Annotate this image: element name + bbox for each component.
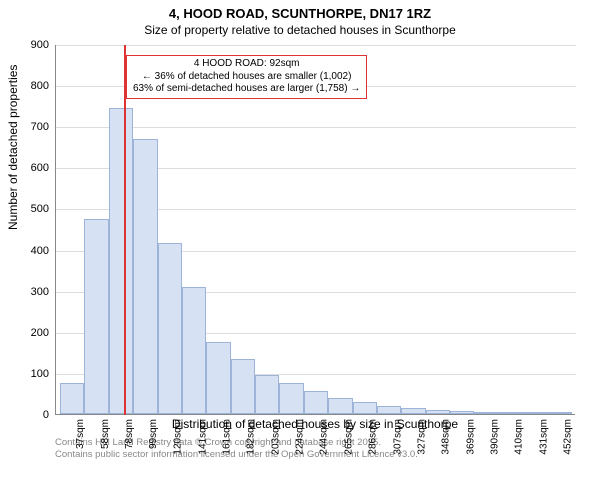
y-tick-label: 800 (9, 80, 49, 92)
chart-area: 4 HOOD ROAD: 92sqm ← 36% of detached hou… (55, 45, 575, 415)
x-tick-label: 452sqm (563, 419, 574, 455)
histogram-bar (304, 391, 328, 414)
x-tick-label: 78sqm (124, 419, 135, 449)
x-tick-label: 99sqm (148, 419, 159, 449)
histogram-bar (84, 219, 108, 414)
histogram-bar (182, 287, 206, 414)
y-tick-label: 300 (9, 286, 49, 298)
histogram-bar (474, 412, 498, 414)
annotation-box: 4 HOOD ROAD: 92sqm ← 36% of detached hou… (126, 55, 367, 99)
x-tick-label: 431sqm (538, 419, 549, 455)
histogram-bar (377, 406, 401, 414)
histogram-bar (328, 398, 352, 414)
x-tick-label: 348sqm (441, 419, 452, 455)
x-tick-label: 390sqm (490, 419, 501, 455)
annotation-line-2: ← 36% of detached houses are smaller (1,… (133, 71, 360, 84)
y-tick-label: 100 (9, 368, 49, 380)
page-title: 4, HOOD ROAD, SCUNTHORPE, DN17 1RZ (0, 6, 600, 21)
x-tick-label: 244sqm (319, 419, 330, 455)
histogram-bar (133, 139, 157, 414)
histogram-bar (231, 359, 255, 415)
y-tick-label: 600 (9, 162, 49, 174)
annotation-line-3: 63% of semi-detached houses are larger (… (133, 83, 360, 96)
annotation-line-1: 4 HOOD ROAD: 92sqm (133, 58, 360, 71)
x-tick-label: 58sqm (100, 419, 111, 449)
x-tick-label: 369sqm (465, 419, 476, 455)
y-tick-label: 900 (9, 39, 49, 51)
plot-region: 4 HOOD ROAD: 92sqm ← 36% of detached hou… (55, 45, 575, 415)
title-block: 4, HOOD ROAD, SCUNTHORPE, DN17 1RZ Size … (0, 0, 600, 37)
histogram-bar (499, 412, 523, 414)
x-tick-label: 141sqm (197, 419, 208, 455)
histogram-bar (401, 408, 425, 414)
histogram-bar (353, 402, 377, 414)
x-tick-label: 327sqm (417, 419, 428, 455)
page-subtitle: Size of property relative to detached ho… (0, 23, 600, 37)
y-tick-label: 200 (9, 327, 49, 339)
marker-line (124, 45, 126, 415)
histogram-bar (255, 375, 279, 414)
histogram-bar (60, 383, 84, 414)
y-tick-label: 500 (9, 203, 49, 215)
x-tick-label: 286sqm (368, 419, 379, 455)
histogram-bar (158, 243, 182, 414)
x-tick-label: 203sqm (270, 419, 281, 455)
x-tick-label: 37sqm (75, 419, 86, 449)
x-tick-label: 265sqm (343, 419, 354, 455)
histogram-bar (206, 342, 230, 414)
x-tick-label: 182sqm (246, 419, 257, 455)
x-tick-label: 224sqm (295, 419, 306, 455)
histogram-bar (426, 410, 450, 414)
y-tick-label: 400 (9, 245, 49, 257)
histogram-bar (548, 412, 572, 414)
y-tick-label: 700 (9, 121, 49, 133)
histogram-bar (523, 412, 547, 414)
histogram-bar (109, 108, 133, 414)
histogram-bar (279, 383, 303, 414)
y-tick-label: 0 (9, 409, 49, 421)
x-tick-label: 410sqm (514, 419, 525, 455)
histogram-bar (450, 411, 474, 414)
x-tick-label: 161sqm (221, 419, 232, 455)
grid-line (56, 127, 576, 128)
x-tick-label: 120sqm (173, 419, 184, 455)
x-tick-label: 307sqm (392, 419, 403, 455)
grid-line (56, 45, 576, 46)
